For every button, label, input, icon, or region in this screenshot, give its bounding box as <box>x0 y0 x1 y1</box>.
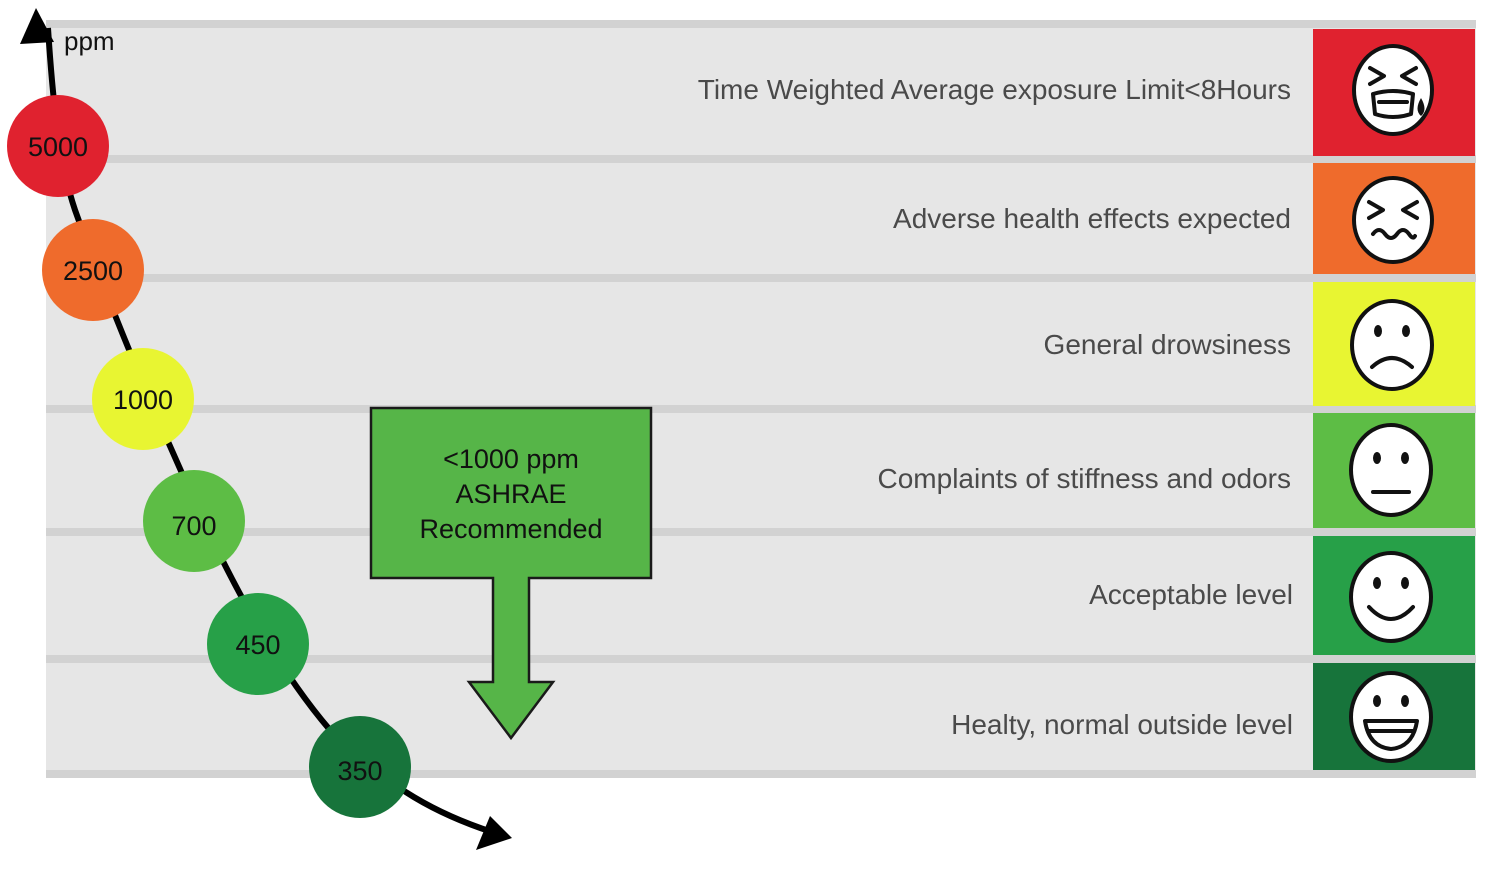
level-circle <box>207 593 309 695</box>
level-marker-450: 450 <box>207 593 309 695</box>
row-divider <box>46 20 1476 28</box>
ashrae-callout: <1000 ppm ASHRAE Recommended <box>369 406 653 741</box>
axis-top-arrowhead <box>20 8 54 44</box>
level-description-700: Complaints of stiffness and odors <box>878 463 1291 494</box>
callout-arrow-shape <box>369 406 653 741</box>
row-dividers <box>46 20 1476 778</box>
sad-face-icon <box>1350 299 1434 391</box>
level-value: 1000 <box>113 385 173 415</box>
neutral-face-icon <box>1349 423 1433 517</box>
level-marker-5000: 5000 <box>7 95 109 197</box>
level-marker-350: 350 <box>309 716 411 818</box>
axis-unit-label: ppm <box>64 26 115 56</box>
crying-face-icon <box>1352 44 1434 136</box>
axis-bottom-arrowhead <box>476 816 512 850</box>
level-marker-700: 700 <box>143 470 245 572</box>
row-divider <box>46 655 1476 663</box>
level-value: 700 <box>171 511 216 541</box>
level-circle <box>7 95 109 197</box>
level-circle <box>143 470 245 572</box>
level-value: 350 <box>337 756 382 786</box>
row-divider <box>46 528 1476 536</box>
level-value: 5000 <box>28 132 88 162</box>
level-marker-2500: 2500 <box>42 219 144 321</box>
row-divider <box>46 274 1476 282</box>
callout-line-3: Recommended <box>419 514 602 544</box>
callout-line-1: <1000 ppm <box>443 444 579 474</box>
level-value: 450 <box>235 630 280 660</box>
row-divider <box>46 155 1476 163</box>
row-divider <box>46 405 1476 413</box>
grinning-face-icon <box>1349 671 1433 763</box>
level-circle <box>309 716 411 818</box>
distressed-face-icon <box>1352 176 1434 264</box>
level-description-5000: Time Weighted Average exposure Limit<8Ho… <box>698 74 1291 105</box>
level-value: 2500 <box>63 256 123 286</box>
level-description-350: Healty, normal outside level <box>951 709 1293 740</box>
level-marker-1000: 1000 <box>92 348 194 450</box>
level-description-1000: General drowsiness <box>1044 329 1291 360</box>
row-divider <box>46 770 1476 778</box>
level-circle <box>92 348 194 450</box>
smiling-face-icon <box>1349 551 1433 643</box>
callout-line-2: ASHRAE <box>455 479 566 509</box>
level-circle <box>42 219 144 321</box>
level-description-2500: Adverse health effects expected <box>893 203 1291 234</box>
level-description-450: Acceptable level <box>1089 579 1293 610</box>
